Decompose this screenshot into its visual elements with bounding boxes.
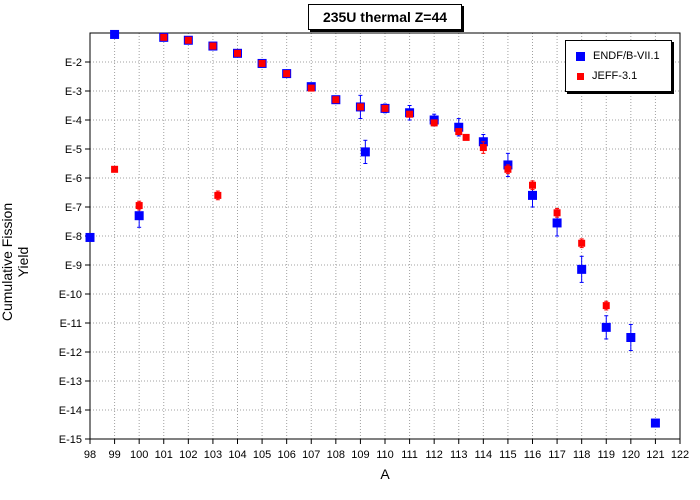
- x-tick-label: 118: [573, 449, 591, 461]
- x-tick-label: 116: [524, 449, 542, 461]
- endf-data-point: [626, 333, 636, 342]
- x-tick-label: 112: [425, 449, 443, 461]
- jeff-data-point: [209, 42, 217, 50]
- jeff-data-point: [381, 104, 389, 112]
- x-tick-label: 111: [401, 449, 418, 461]
- x-tick-label: 99: [108, 449, 120, 461]
- y-tick-label: E-7: [65, 202, 82, 214]
- x-tick-label: 107: [302, 449, 320, 461]
- y-axis-label: Cumulative Fission Yield: [0, 202, 31, 322]
- jeff-data-point: [455, 128, 463, 136]
- x-tick-label: 101: [155, 449, 173, 461]
- legend-swatch-blue: [576, 51, 585, 61]
- x-axis-label: A: [380, 466, 390, 482]
- endf-data-point: [110, 29, 120, 39]
- y-tick-label: E-11: [60, 318, 82, 330]
- legend-item-series-2: JEFF-3.1: [576, 70, 637, 82]
- jeff-data-point: [160, 33, 168, 41]
- jeff-data-point: [479, 144, 487, 152]
- x-tick-label: 100: [130, 449, 148, 461]
- jeff-data-point: [578, 239, 586, 247]
- legend-label: ENDF/B-VII.1: [593, 50, 660, 62]
- legend-label: JEFF-3.1: [592, 70, 638, 82]
- jeff-data-point: [504, 165, 512, 173]
- x-tick-label: 106: [277, 449, 295, 461]
- jeff-data-point: [406, 110, 414, 118]
- chart-title: 235U thermal Z=44: [308, 4, 462, 30]
- jeff-data-point: [258, 59, 266, 67]
- jeff-data-point: [234, 49, 241, 57]
- endf-data-point: [528, 190, 537, 200]
- endf-data-point: [650, 418, 660, 428]
- y-tick-label: E-8: [65, 231, 82, 243]
- x-tick-label: 104: [228, 449, 246, 461]
- endf-data-point: [552, 218, 562, 228]
- endf-data-point: [454, 122, 464, 132]
- y-tick-label: E-12: [59, 347, 82, 359]
- y-tick-label: E-14: [59, 405, 82, 417]
- data-marks: [85, 29, 660, 428]
- x-tick-label: 110: [376, 449, 394, 461]
- endf-data-point: [134, 211, 144, 221]
- endf-data-point: [85, 232, 95, 242]
- x-tick-label: 105: [253, 449, 271, 461]
- jeff-data-point: [307, 84, 315, 92]
- y-tick-label: E-3: [65, 86, 82, 98]
- jeff-data-point: [462, 133, 470, 141]
- y-tick-label: E-5: [65, 144, 82, 156]
- jeff-data-point: [553, 209, 561, 217]
- x-tick-label: 102: [179, 449, 197, 461]
- jeff-data-point: [135, 202, 143, 210]
- jeff-data-point: [356, 103, 364, 111]
- x-tick-label: 108: [327, 449, 345, 461]
- jeff-data-point: [430, 119, 438, 127]
- y-tick-label: E-13: [59, 376, 82, 388]
- y-tick-label: E-9: [65, 260, 82, 272]
- x-tick-label: 122: [671, 449, 689, 461]
- legend-item-series-1: ENDF/B-VII.1: [576, 50, 660, 62]
- jeff-data-point: [602, 302, 610, 310]
- jeff-data-point: [111, 165, 119, 173]
- x-tick-label: 113: [450, 449, 468, 461]
- jeff-data-point: [529, 181, 536, 189]
- jeff-data-point: [214, 191, 222, 199]
- axes: 98 99 100 101 102 103 104 105 106 107 108 109 110 111…: [59, 57, 689, 461]
- x-tick-label: 114: [475, 449, 493, 461]
- y-tick-label: E-15: [59, 434, 82, 446]
- legend-swatch-red: [577, 72, 584, 80]
- grid: [90, 33, 680, 439]
- endf-data-point: [601, 322, 611, 332]
- endf-data-point: [577, 264, 587, 274]
- x-tick-label: 121: [646, 449, 664, 461]
- legend: ENDF/B-VII.1 JEFF-3.1: [565, 40, 672, 92]
- x-tick-label: 117: [548, 449, 566, 461]
- y-tick-label: E-10: [59, 289, 82, 301]
- x-tick-label: 119: [597, 449, 615, 461]
- x-tick-label: 109: [351, 449, 369, 461]
- y-tick-label: E-4: [65, 115, 82, 127]
- x-tick-label: 120: [622, 449, 640, 461]
- x-tick-label: 98: [84, 449, 96, 461]
- y-tick-label: E-6: [65, 173, 82, 185]
- y-tick-label: E-2: [65, 57, 82, 69]
- x-tick-label: 103: [204, 449, 222, 461]
- x-tick-label: 115: [499, 449, 517, 461]
- endf-data-point: [360, 147, 370, 157]
- jeff-data-point: [283, 70, 291, 78]
- jeff-data-point: [332, 96, 340, 104]
- jeff-data-point: [184, 36, 192, 44]
